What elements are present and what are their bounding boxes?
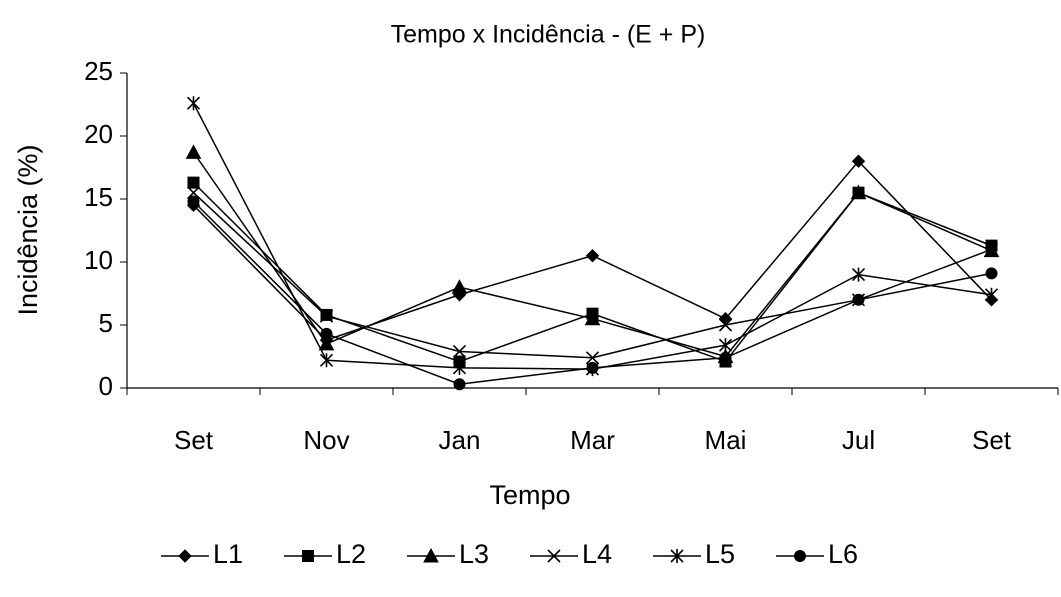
legend-item: L1 <box>161 539 243 569</box>
marker <box>451 279 468 294</box>
x-tick-label: Mai <box>705 425 747 455</box>
marker <box>187 195 200 208</box>
marker <box>851 154 866 168</box>
marker <box>851 267 866 282</box>
marker <box>718 338 733 353</box>
x-tick-label: Set <box>972 425 1012 455</box>
y-tick-label: 20 <box>84 119 113 149</box>
legend-label: L6 <box>828 539 858 569</box>
marker <box>186 96 201 111</box>
x-tick-label: Jul <box>842 425 875 455</box>
marker <box>585 248 600 263</box>
legend-item: L6 <box>776 539 858 569</box>
marker <box>670 549 684 563</box>
x-axis-title: Tempo <box>489 480 570 510</box>
marker <box>984 242 999 256</box>
y-tick-label: 5 <box>99 308 113 338</box>
x-tick-label: Set <box>174 425 214 455</box>
marker <box>319 353 334 368</box>
x-tick-label: Mar <box>570 425 615 455</box>
legend-label: L5 <box>705 539 735 569</box>
legend-label: L4 <box>582 539 612 569</box>
y-tick-label: 10 <box>84 245 113 275</box>
marker <box>584 310 601 326</box>
series-line <box>192 102 992 370</box>
marker <box>453 378 466 391</box>
marker <box>320 308 333 321</box>
marker <box>185 144 202 159</box>
marker <box>302 550 314 562</box>
marker <box>318 335 335 351</box>
x-tick-label: Jan <box>439 425 481 455</box>
marker <box>452 360 467 375</box>
marker <box>852 293 865 306</box>
legend-item: L3 <box>407 539 489 569</box>
y-axis-title: Incidência (%) <box>13 144 43 315</box>
legend-item: L2 <box>284 539 366 569</box>
marker <box>984 287 999 302</box>
marker <box>794 550 806 562</box>
y-tick-label: 0 <box>99 371 113 401</box>
chart-title: Tempo x Incidência - (E + P) <box>391 21 706 49</box>
marker <box>320 327 333 340</box>
legend-label: L1 <box>213 539 243 569</box>
marker <box>423 547 439 563</box>
marker <box>985 267 998 280</box>
y-tick-label: 25 <box>84 56 113 86</box>
marker <box>187 176 200 189</box>
legend-label: L3 <box>459 539 489 569</box>
marker <box>850 184 867 200</box>
marker <box>178 549 192 563</box>
marker <box>319 309 334 323</box>
marker <box>718 318 733 332</box>
legend-item: L4 <box>530 539 612 569</box>
marker <box>585 351 600 365</box>
marker <box>186 186 201 200</box>
marker <box>719 351 732 364</box>
y-tick-label: 15 <box>84 182 113 212</box>
marker <box>586 361 599 374</box>
legend-item: L5 <box>653 539 735 569</box>
marker <box>547 549 561 563</box>
legend-label: L2 <box>336 539 366 569</box>
x-tick-label: Nov <box>303 425 349 455</box>
marker <box>452 344 467 359</box>
